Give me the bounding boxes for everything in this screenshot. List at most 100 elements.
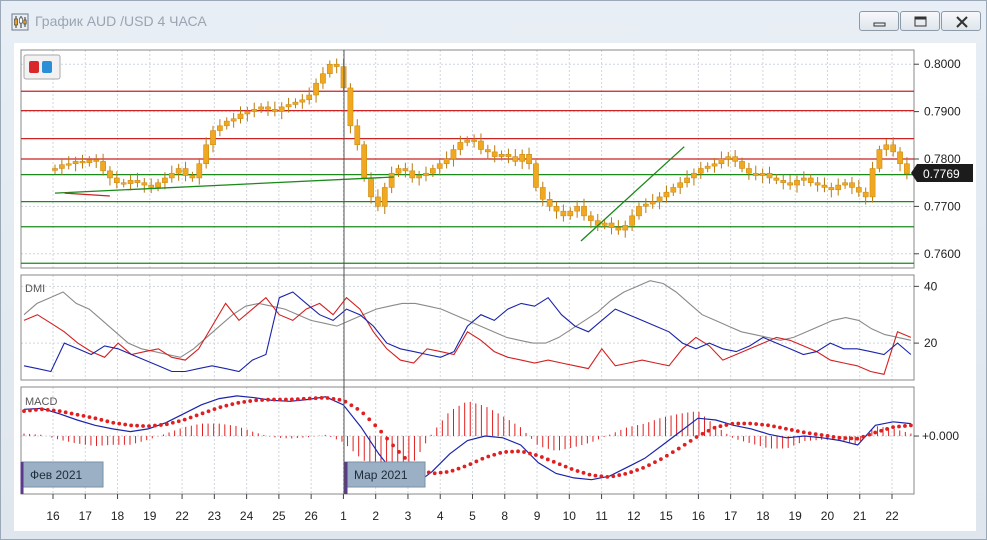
candle-body — [684, 177, 690, 183]
candle-body — [182, 168, 189, 176]
restore-button[interactable] — [900, 11, 940, 31]
candle-body — [79, 161, 86, 164]
macd-signal-dot — [474, 459, 479, 464]
macd-signal-dot — [200, 411, 205, 416]
macd-signal-dot — [724, 423, 729, 427]
x-tick-label: 4 — [437, 509, 444, 523]
color-toggle[interactable] — [23, 54, 61, 80]
candle-body — [278, 106, 285, 112]
candle-body — [471, 139, 477, 142]
candle-body — [869, 168, 876, 198]
x-tick-label: 25 — [272, 509, 286, 523]
title-bar[interactable]: График AUD /USD 4 ЧАСА — [1, 1, 986, 41]
candle-body — [196, 163, 203, 179]
candle-body — [457, 142, 464, 150]
candlesticks — [52, 58, 910, 238]
candlestick-chart-icon — [11, 13, 29, 31]
candle-body — [258, 106, 264, 110]
minimize-button[interactable] — [859, 11, 899, 31]
macd-signal-dot — [653, 460, 657, 465]
blue-swatch-icon[interactable] — [42, 61, 52, 73]
candle-body — [752, 172, 759, 176]
candle-body — [855, 187, 862, 193]
candle-body — [113, 177, 120, 183]
macd-signal-dot — [760, 422, 764, 427]
candle-body — [876, 149, 883, 169]
candle-body — [704, 165, 711, 169]
macd-signal-dot — [99, 417, 104, 422]
candle-body — [464, 139, 471, 143]
macd-signal-dot — [313, 396, 318, 401]
macd-signal-dot — [331, 397, 336, 401]
macd-signal-dot — [391, 443, 395, 448]
macd-signal-dot — [117, 421, 122, 426]
candle-body — [430, 168, 436, 174]
macd-signal-dot — [843, 436, 848, 441]
macd-panel[interactable] — [20, 386, 915, 495]
candle-body — [436, 163, 443, 169]
macd-signal-dot — [254, 398, 259, 403]
candle-body — [423, 172, 429, 176]
candle-body — [663, 191, 670, 198]
candle-body — [484, 149, 491, 153]
macd-signal-dot — [81, 414, 86, 418]
month-label-mar: Мар 2021 — [344, 461, 426, 494]
macd-signal-dot — [641, 465, 645, 470]
macd-signal-dot — [635, 468, 639, 472]
macd-signal-dot — [248, 399, 253, 403]
candle-body — [732, 156, 739, 162]
macd-signal-dot — [897, 424, 901, 429]
candle-body — [223, 120, 230, 127]
candle-body — [395, 168, 402, 174]
macd-signal-dot — [480, 456, 485, 461]
macd-signal-dot — [57, 409, 62, 414]
candle-body — [553, 206, 560, 212]
macd-signal-dot — [63, 410, 68, 415]
macd-signal-dot — [379, 429, 384, 434]
macd-signal-dot — [694, 435, 699, 439]
candle-body — [615, 227, 622, 231]
macd-signal-dot — [742, 421, 747, 426]
macd-signal-dot — [795, 429, 800, 434]
macd-signal-dot — [605, 474, 610, 479]
candle-body — [59, 164, 65, 169]
chart-area[interactable]: 0.8000 0.7900 0.7800 0.7700 0.7600 16 17 18 19 22… — [14, 43, 976, 531]
macd-signal-dot — [629, 470, 634, 474]
macd-signal-dot — [682, 442, 687, 447]
red-swatch-icon[interactable] — [29, 61, 39, 73]
macd-signal-dot — [700, 431, 705, 436]
macd-signal-dot — [837, 435, 842, 440]
candle-body — [402, 168, 409, 172]
dmi-series-line — [23, 296, 912, 375]
x-tick-label: 1 — [340, 509, 347, 523]
macd-signal-dot — [664, 453, 669, 458]
candle-body — [230, 118, 237, 122]
macd-signal-dot — [236, 400, 241, 405]
candle-body — [375, 196, 381, 207]
macd-signal-dot — [772, 424, 776, 429]
candle-body — [636, 206, 642, 217]
macd-signal-dot — [176, 419, 181, 424]
candle-body — [519, 154, 526, 162]
candle-body — [801, 177, 807, 181]
candle-body — [828, 187, 835, 191]
macd-signal-dot — [498, 451, 503, 455]
x-tick-label: 17 — [724, 509, 738, 523]
candle-body — [333, 63, 340, 67]
candle-body — [141, 182, 148, 186]
candle-body — [107, 170, 113, 179]
x-tick-label: 16 — [692, 509, 706, 523]
macd-signal-dot — [289, 397, 294, 402]
macd-signal-dot — [879, 428, 884, 433]
trendline — [580, 146, 685, 242]
candle-body — [842, 182, 848, 186]
close-button[interactable] — [941, 11, 981, 31]
candle-body — [588, 215, 594, 221]
macd-signal-dot — [748, 421, 753, 426]
macd-signal-dot — [34, 407, 38, 412]
macd-signal-dot — [325, 396, 330, 400]
macd-signal-dot — [385, 436, 389, 441]
dmi-panel[interactable] — [20, 274, 915, 381]
